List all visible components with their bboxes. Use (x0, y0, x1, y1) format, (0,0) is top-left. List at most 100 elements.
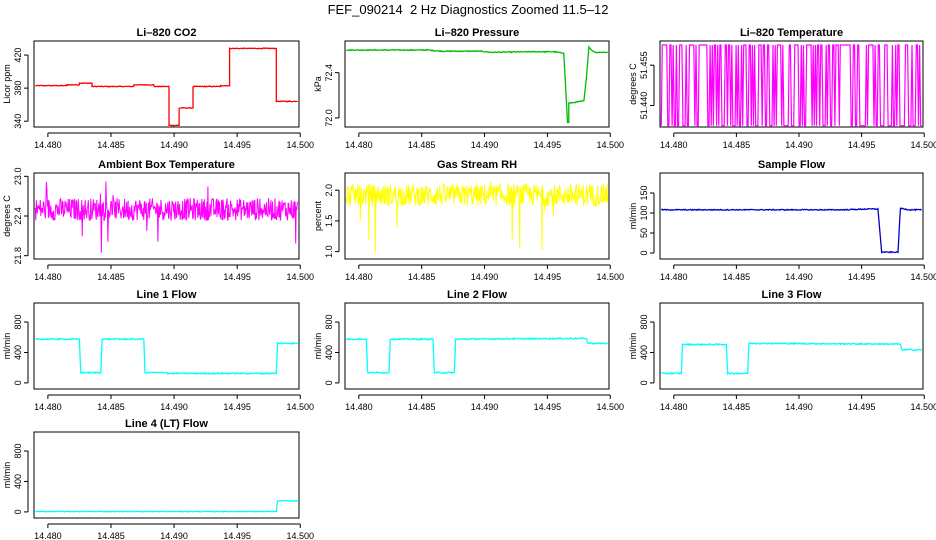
y-axis-label: ml/min (628, 333, 638, 360)
x-tick-label: 14.490 (785, 402, 813, 412)
series-group (35, 499, 298, 513)
plot-frame (33, 431, 300, 519)
y-tick-label: 0 (639, 250, 649, 255)
series-group (345, 181, 609, 253)
panel-10: Line 4 (LT) Flow 14.480 14.485 14.490 14.495… (2, 418, 314, 540)
x-tick-label: 14.500 (286, 402, 314, 412)
panel-6: Sample Flow 14.480 14.485 14.490 14.495 14.50… (628, 159, 936, 282)
panel-title: Gas Stream RH (437, 159, 517, 171)
y-tick-label: 51.440 (639, 92, 649, 120)
y-tick-label: 0 (324, 380, 334, 385)
series-group (34, 181, 299, 253)
x-tick-label: 14.495 (848, 140, 876, 150)
y-tick-label: 72.4 (324, 64, 334, 82)
y-tick-label: 380 (13, 81, 23, 96)
x-tick-label: 14.490 (160, 531, 188, 540)
panel-title: Line 2 Flow (447, 289, 507, 301)
y-tick-label: 1.5 (324, 215, 334, 228)
y-tick-label: 1.0 (324, 245, 334, 258)
x-tick-label: 14.500 (910, 402, 936, 412)
x-tick-label: 14.485 (408, 140, 436, 150)
panel-title: Li–820 Pressure (435, 27, 519, 39)
y-tick-label: 400 (639, 345, 649, 360)
y-tick-label: 800 (639, 315, 649, 330)
series-group (660, 44, 922, 127)
x-tick-label: 14.495 (223, 140, 251, 150)
series-group (35, 47, 298, 127)
y-tick-label: 22.4 (13, 207, 23, 225)
x-tick-label: 14.500 (596, 140, 624, 150)
panel-title: Line 4 (LT) Flow (125, 418, 208, 430)
x-tick-label: 14.480 (660, 140, 688, 150)
series-group (346, 44, 608, 124)
y-tick-label: 800 (324, 315, 334, 330)
x-tick-label: 14.480 (660, 402, 688, 412)
x-tick-label: 14.500 (596, 272, 624, 282)
series-line (35, 47, 298, 127)
y-tick-label: 72.0 (324, 109, 334, 127)
plot-frame (33, 172, 300, 260)
series-group (35, 337, 299, 376)
x-tick-label: 14.480 (34, 402, 62, 412)
x-tick-label: 14.495 (848, 272, 876, 282)
x-tick-label: 14.490 (160, 402, 188, 412)
x-tick-label: 14.485 (723, 402, 751, 412)
page-title: FEF_090214 2 Hz Diagnostics Zoomed 11.5–… (327, 2, 609, 17)
series-line (660, 207, 922, 254)
x-tick-label: 14.495 (223, 531, 251, 540)
y-tick-label: 800 (13, 315, 23, 330)
panel-title: Li–820 Temperature (740, 27, 843, 39)
x-tick-label: 14.490 (785, 272, 813, 282)
panel-title: Sample Flow (758, 159, 826, 171)
x-tick-label: 14.500 (910, 140, 936, 150)
plot-frame (33, 302, 300, 390)
x-tick-label: 14.480 (345, 402, 373, 412)
y-tick-label: 100 (639, 205, 649, 220)
x-tick-label: 14.485 (408, 272, 436, 282)
x-tick-label: 14.495 (848, 402, 876, 412)
x-tick-label: 14.495 (223, 272, 251, 282)
series-group (661, 341, 922, 376)
x-tick-label: 14.490 (160, 140, 188, 150)
series-line (35, 337, 299, 376)
series-line (345, 181, 609, 253)
plot-frame (659, 172, 924, 260)
x-tick-label: 14.490 (471, 402, 499, 412)
panel-title: Line 1 Flow (137, 289, 197, 301)
x-tick-label: 14.495 (534, 272, 562, 282)
x-tick-label: 14.480 (345, 140, 373, 150)
series-group (660, 207, 922, 254)
y-axis-label: ml/min (2, 333, 12, 360)
y-tick-label: 800 (13, 444, 23, 459)
x-tick-label: 14.495 (534, 140, 562, 150)
panel-7: Line 1 Flow 14.480 14.485 14.490 14.495 14.50… (2, 289, 314, 412)
x-tick-label: 14.485 (97, 140, 125, 150)
x-tick-label: 14.490 (471, 140, 499, 150)
y-axis-label: Licor ppm (2, 64, 12, 104)
y-tick-label: 420 (13, 48, 23, 63)
y-tick-label: 0 (13, 380, 23, 385)
plot-frame (659, 302, 924, 390)
x-tick-label: 14.485 (97, 402, 125, 412)
y-tick-label: 21.8 (13, 247, 23, 265)
x-tick-label: 14.495 (534, 402, 562, 412)
series-line (345, 336, 609, 375)
plot-frame (344, 172, 610, 260)
y-tick-label: 0 (13, 509, 23, 514)
x-tick-label: 14.480 (34, 272, 62, 282)
y-tick-label: 50 (639, 228, 649, 238)
y-tick-label: 340 (13, 114, 23, 129)
x-tick-label: 14.500 (286, 140, 314, 150)
x-tick-label: 14.500 (286, 531, 314, 540)
y-tick-label: 150 (639, 185, 649, 200)
x-tick-label: 14.480 (34, 531, 62, 540)
y-tick-label: 0 (639, 380, 649, 385)
x-tick-label: 14.480 (660, 272, 688, 282)
x-tick-label: 14.490 (785, 140, 813, 150)
x-tick-label: 14.480 (34, 140, 62, 150)
x-tick-label: 14.485 (723, 272, 751, 282)
series-group (345, 336, 609, 375)
x-tick-label: 14.495 (223, 402, 251, 412)
y-axis-label: degrees C (2, 195, 12, 237)
y-tick-label: 400 (324, 345, 334, 360)
